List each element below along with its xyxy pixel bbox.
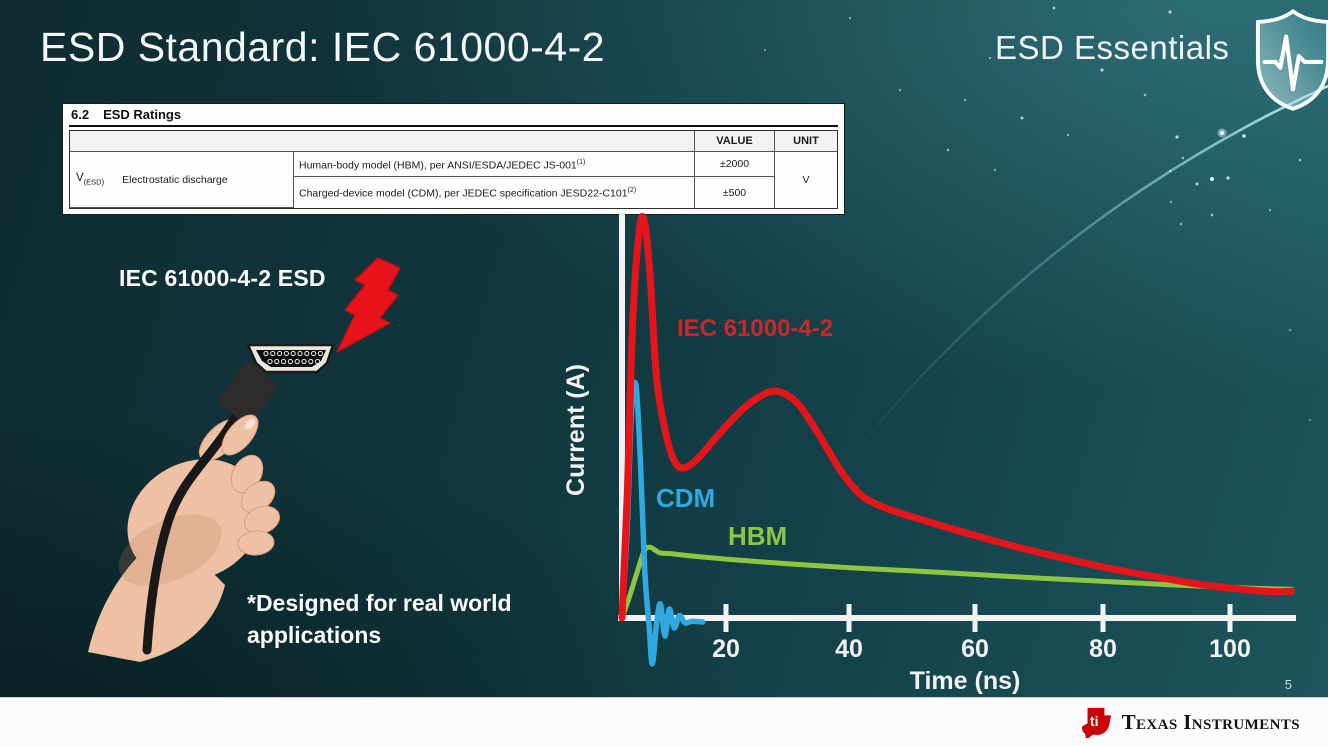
table-cell-hbm-value: ±2000 — [695, 152, 775, 177]
shield-outline — [1255, 9, 1328, 111]
x-tick-label-60: 60 — [961, 635, 989, 663]
svg-text:ti: ti — [1089, 713, 1098, 729]
hbm-series-label: HBM — [728, 521, 787, 551]
table-cell-cdm: Charged-device model (CDM), per JEDEC sp… — [294, 177, 695, 208]
x-tick-label-20: 20 — [712, 635, 740, 663]
brand-text: ESD Essentials — [995, 29, 1230, 66]
ti-bug-icon: ti — [1081, 707, 1111, 738]
x-axis-title: Time (ns) — [910, 667, 1021, 695]
y-axis-title: Current (A) — [562, 364, 590, 496]
heartbeat-line — [1262, 34, 1324, 92]
ti-logo-text: Texas Instruments — [1121, 709, 1300, 734]
footer-bar: ti Texas Instruments — [0, 697, 1328, 746]
iec-curve — [618, 213, 1296, 622]
x-axis-ticks — [723, 604, 1233, 632]
x-tick-label-40: 40 — [835, 635, 863, 663]
gripping-fingers — [221, 414, 280, 556]
row-label: Electrostatic discharge — [122, 173, 228, 186]
illustration-label: IEC 61000-4-2 ESD — [119, 265, 326, 291]
cable-icon — [142, 411, 241, 655]
shield-pulse-icon — [1255, 9, 1328, 111]
page-number: 5 — [1284, 677, 1292, 692]
x-tick-label-80: 80 — [1089, 635, 1117, 663]
vesd-symbol: V(ESD) — [76, 172, 105, 187]
streak-glow-core — [1220, 131, 1224, 135]
x-tick-label-100: 100 — [1209, 635, 1251, 663]
light-streak — [856, 84, 1328, 449]
table-cell-hbm: Human-body model (HBM), per ANSI/ESDA/JE… — [294, 152, 695, 177]
page-title: ESD Standard: IEC 61000-4-2 — [40, 24, 606, 70]
chart-axes — [618, 213, 1296, 632]
table-cell-symbol: V(ESD) Electrostatic discharge — [70, 152, 294, 208]
cdm-series-label: CDM — [656, 483, 715, 513]
table-cell-cdm-value: ±500 — [695, 177, 775, 208]
hand-connector-illustration — [88, 257, 401, 662]
footnote-line1: *Designed for real world — [247, 590, 512, 616]
footnote-line2: applications — [247, 621, 382, 648]
footnote-text: *Designed for real world applications — [247, 588, 512, 651]
ti-logo: ti Texas Instruments — [1079, 706, 1300, 738]
thumbnail — [245, 418, 255, 430]
table-header-unit: UNIT — [775, 131, 837, 152]
section-number: 6.2 — [71, 107, 90, 122]
table-header-blank — [70, 131, 695, 152]
hdmi-connector-icon — [246, 343, 335, 374]
ratings-table: VALUE UNIT V(ESD) Electrostatic discharg… — [69, 130, 838, 209]
lightning-bolt-icon — [336, 257, 401, 353]
esd-ratings-table-card: 6.2 ESD Ratings VALUE UNIT V(ESD) Electr… — [62, 103, 845, 215]
table-header-value: VALUE — [695, 131, 775, 152]
iec-series-label: IEC 61000-4-2 — [677, 315, 833, 342]
section-name: ESD Ratings — [103, 107, 182, 122]
table-cell-unit: V — [802, 174, 810, 186]
table-section-title: 6.2 ESD Ratings — [69, 106, 838, 127]
esd-current-chart: 20 40 60 80 100 Time (ns) Current (A) IE… — [562, 213, 1296, 695]
